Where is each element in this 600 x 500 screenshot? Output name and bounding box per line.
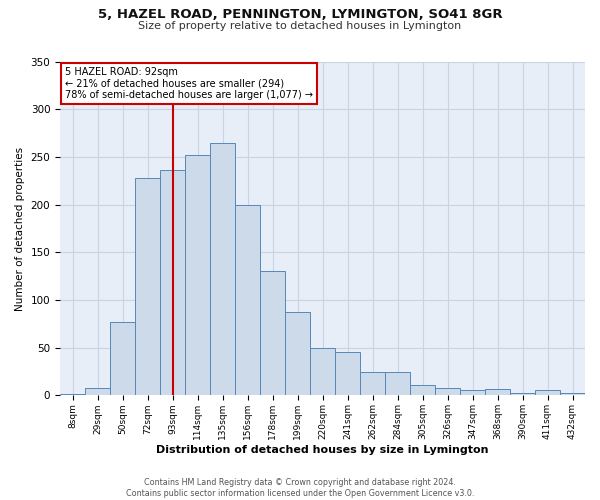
Bar <box>435 388 460 396</box>
Bar <box>85 388 110 396</box>
Text: 5, HAZEL ROAD, PENNINGTON, LYMINGTON, SO41 8GR: 5, HAZEL ROAD, PENNINGTON, LYMINGTON, SO… <box>98 8 502 20</box>
Text: Size of property relative to detached houses in Lymington: Size of property relative to detached ho… <box>139 21 461 31</box>
Text: Contains HM Land Registry data © Crown copyright and database right 2024.
Contai: Contains HM Land Registry data © Crown c… <box>126 478 474 498</box>
Bar <box>335 352 360 396</box>
Bar <box>260 272 285 396</box>
Bar <box>410 385 435 396</box>
Bar <box>460 390 485 396</box>
Bar <box>560 392 585 396</box>
Bar <box>110 322 135 396</box>
X-axis label: Distribution of detached houses by size in Lymington: Distribution of detached houses by size … <box>156 445 489 455</box>
Bar <box>485 389 510 396</box>
Bar <box>285 312 310 396</box>
Bar <box>510 392 535 396</box>
Bar <box>135 178 160 396</box>
Bar <box>60 394 85 396</box>
Bar <box>185 155 210 396</box>
Bar <box>360 372 385 396</box>
Bar <box>235 204 260 396</box>
Y-axis label: Number of detached properties: Number of detached properties <box>15 146 25 310</box>
Bar <box>385 372 410 396</box>
Text: 5 HAZEL ROAD: 92sqm
← 21% of detached houses are smaller (294)
78% of semi-detac: 5 HAZEL ROAD: 92sqm ← 21% of detached ho… <box>65 66 313 100</box>
Bar <box>535 390 560 396</box>
Bar <box>210 142 235 396</box>
Bar <box>160 170 185 396</box>
Bar <box>310 348 335 396</box>
